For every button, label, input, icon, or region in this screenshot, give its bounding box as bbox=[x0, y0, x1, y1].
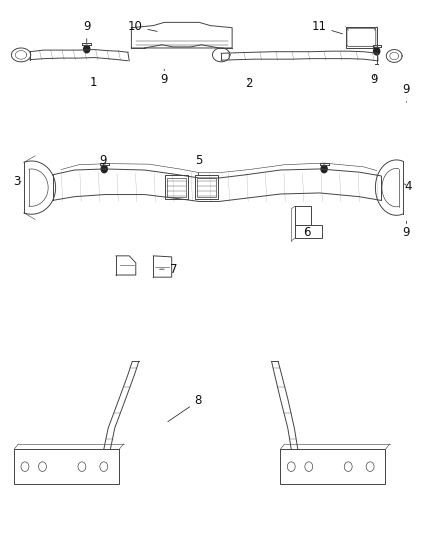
Bar bbox=[14, 449, 119, 484]
Text: 11: 11 bbox=[311, 20, 343, 34]
Text: 1: 1 bbox=[89, 76, 97, 89]
Bar bbox=[195, 175, 218, 199]
Text: 2: 2 bbox=[245, 77, 253, 90]
Text: 10: 10 bbox=[127, 20, 157, 33]
Bar bbox=[346, 27, 377, 48]
Text: 9: 9 bbox=[83, 20, 91, 43]
Text: 5: 5 bbox=[195, 155, 202, 175]
Bar bbox=[165, 175, 188, 199]
Text: 8: 8 bbox=[168, 394, 202, 422]
Bar bbox=[197, 178, 216, 197]
Circle shape bbox=[101, 165, 107, 173]
Text: 4: 4 bbox=[404, 180, 412, 193]
Circle shape bbox=[84, 45, 90, 53]
Text: 9: 9 bbox=[371, 74, 378, 86]
Circle shape bbox=[374, 47, 380, 55]
Text: 9: 9 bbox=[403, 83, 410, 102]
Circle shape bbox=[321, 165, 327, 173]
Text: 9: 9 bbox=[160, 69, 168, 86]
Bar bbox=[167, 178, 186, 197]
Text: 9: 9 bbox=[99, 155, 107, 167]
Text: 3: 3 bbox=[13, 175, 21, 188]
Text: 6: 6 bbox=[303, 227, 311, 239]
Bar bbox=[280, 449, 385, 484]
Text: 9: 9 bbox=[403, 221, 410, 239]
Text: 7: 7 bbox=[159, 263, 177, 276]
